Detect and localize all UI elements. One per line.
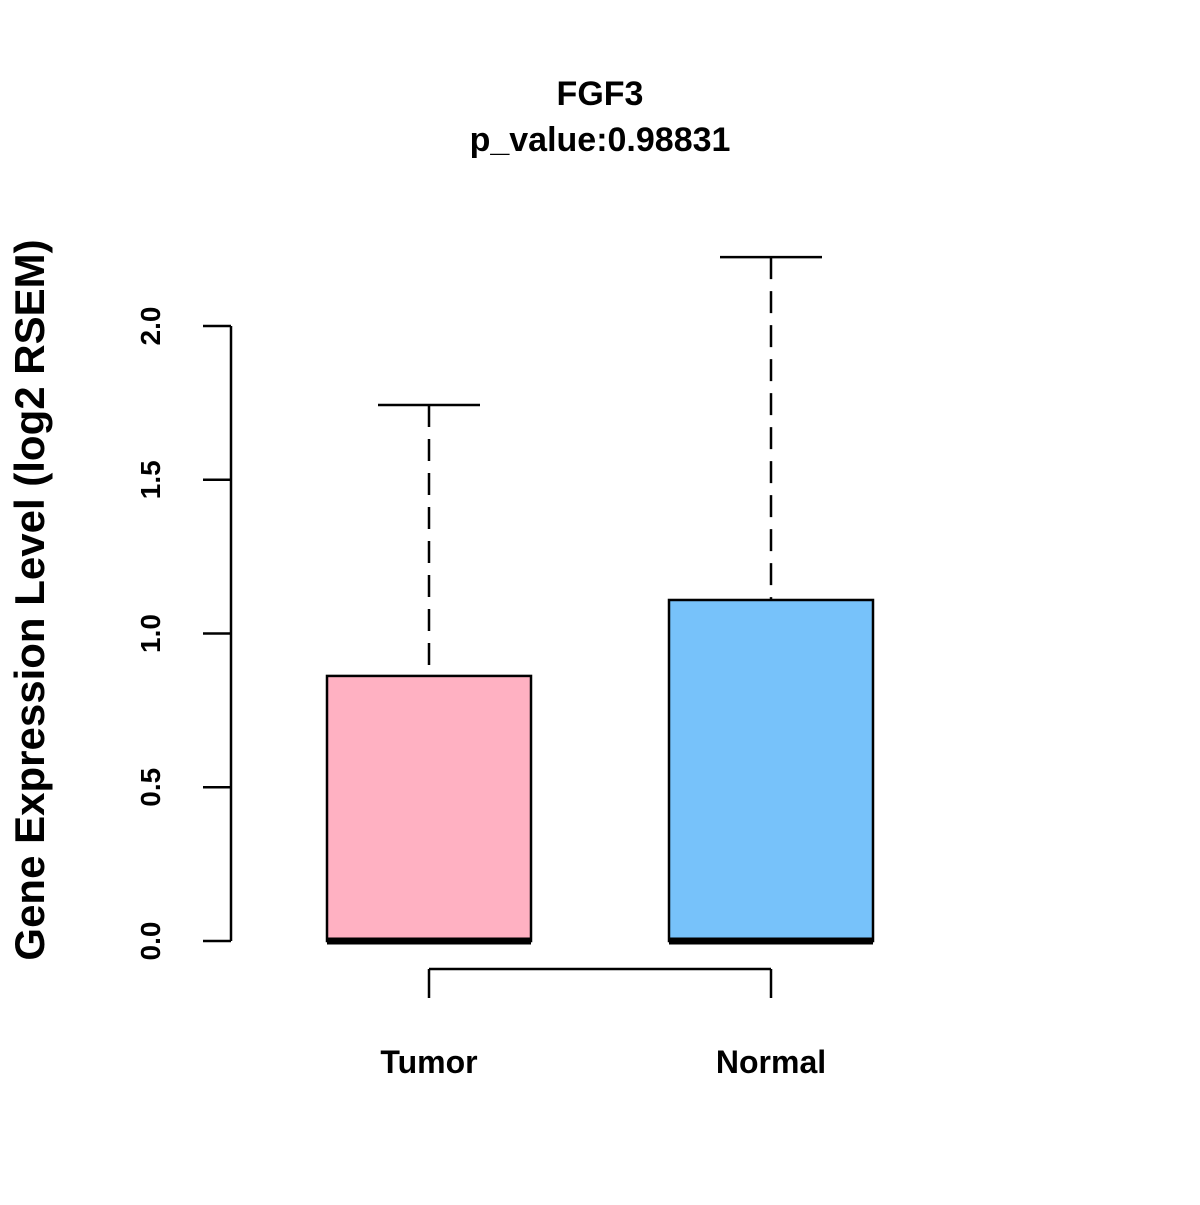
chart-subtitle: p_value:0.98831: [470, 121, 731, 159]
y-tick-label: 2.0: [135, 307, 166, 346]
x-tick-label: Normal: [716, 1044, 826, 1080]
x-tick-label: Tumor: [380, 1044, 477, 1080]
box-tumor: [325, 674, 533, 943]
y-tick-label: 0.0: [135, 922, 166, 961]
y-axis-label: Gene Expression Level (log2 RSEM): [6, 239, 53, 960]
box-normal: [667, 598, 875, 943]
y-tick-label: 1.5: [135, 460, 166, 499]
y-tick-label: 0.5: [135, 768, 166, 807]
chart-title: FGF3: [557, 75, 644, 113]
y-tick-label: 1.0: [135, 614, 166, 653]
